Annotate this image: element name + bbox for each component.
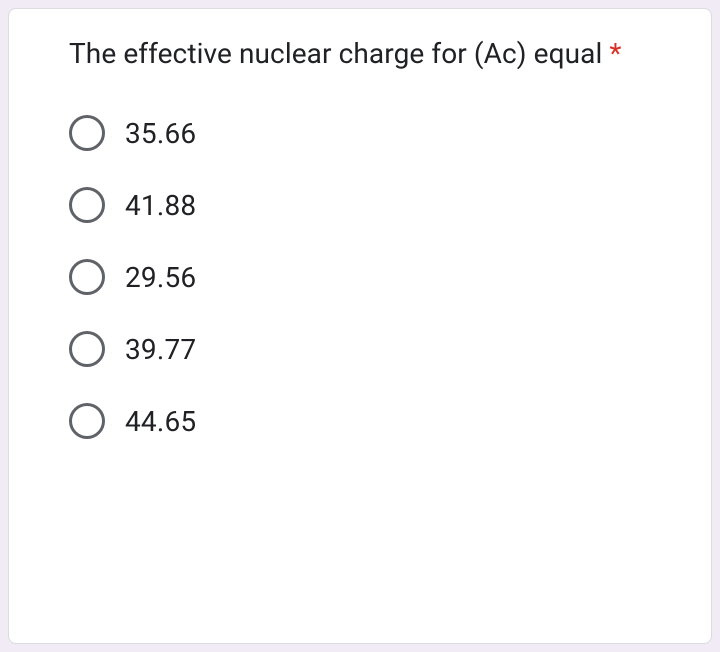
- option-row[interactable]: 35.66: [69, 115, 687, 151]
- radio-icon[interactable]: [69, 187, 105, 223]
- question-label: The effective nuclear charge for (Ac) eq…: [69, 37, 609, 70]
- option-label: 39.77: [125, 333, 196, 366]
- options-container: 35.66 41.88 29.56 39.77 44.65: [33, 115, 687, 439]
- radio-icon[interactable]: [69, 403, 105, 439]
- option-label: 29.56: [125, 261, 196, 294]
- option-row[interactable]: 29.56: [69, 259, 687, 295]
- option-row[interactable]: 44.65: [69, 403, 687, 439]
- question-card: The effective nuclear charge for (Ac) eq…: [8, 8, 712, 644]
- radio-icon[interactable]: [69, 259, 105, 295]
- question-text: The effective nuclear charge for (Ac) eq…: [33, 33, 687, 75]
- option-row[interactable]: 39.77: [69, 331, 687, 367]
- option-row[interactable]: 41.88: [69, 187, 687, 223]
- radio-icon[interactable]: [69, 115, 105, 151]
- option-label: 35.66: [125, 117, 196, 150]
- required-asterisk: *: [609, 37, 621, 70]
- option-label: 41.88: [125, 189, 196, 222]
- radio-icon[interactable]: [69, 331, 105, 367]
- option-label: 44.65: [125, 405, 196, 438]
